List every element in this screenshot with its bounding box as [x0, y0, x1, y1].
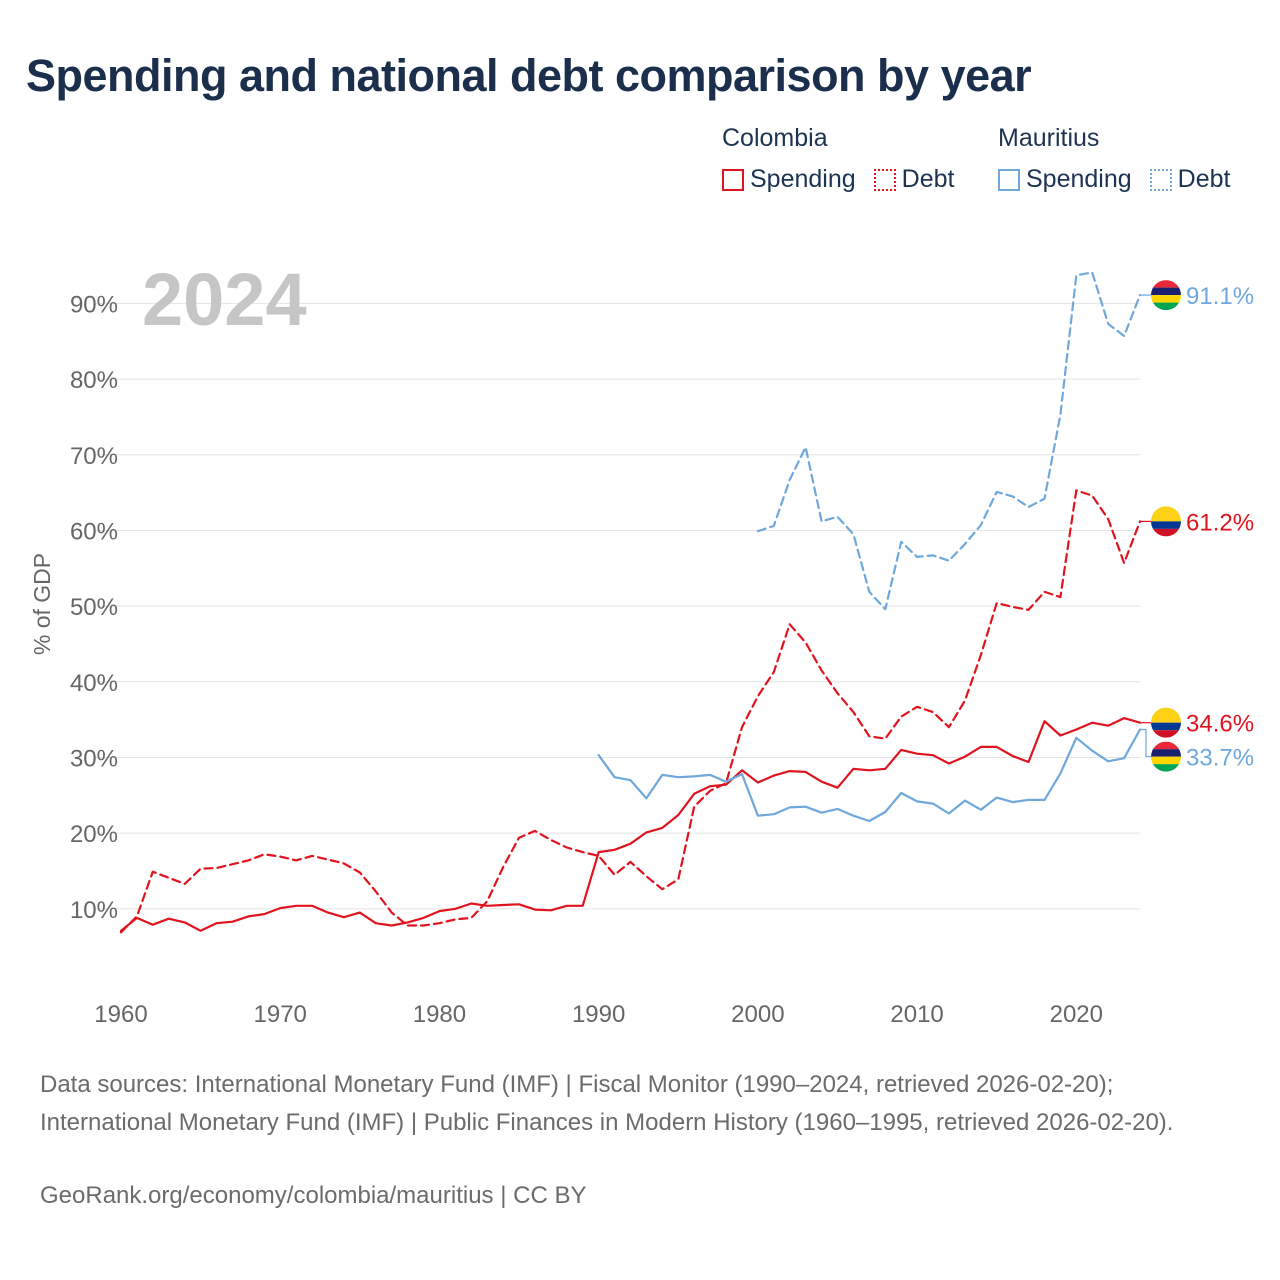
end-label-connector: [1140, 728, 1151, 758]
mauritius-flag: [1151, 741, 1181, 772]
y-tick-label: 90%: [70, 291, 118, 318]
y-tick-label: 10%: [70, 897, 118, 924]
credit-link[interactable]: GeoRank.org/economy/colombia/mauritius |…: [40, 1182, 587, 1209]
legend-item-label: Spending: [750, 165, 856, 193]
legend-colombia: Colombia Spending Debt: [722, 124, 972, 194]
legend-colombia-debt[interactable]: Debt: [873, 165, 955, 194]
x-tick-label: 1990: [572, 1001, 625, 1028]
y-tick-label: 70%: [70, 443, 118, 470]
x-tick-label: 1960: [94, 1001, 147, 1028]
series-line-colombia-debt: [119, 489, 1142, 934]
end-value-label: 33.7%: [1186, 745, 1254, 772]
x-tick-label: 2020: [1050, 1001, 1103, 1028]
legend-swatch-solid: [998, 168, 1020, 191]
source-note: Data sources: International Monetary Fun…: [40, 1071, 1174, 1136]
y-tick-label: 60%: [70, 518, 118, 545]
legend-country-label: Mauritius: [998, 124, 1100, 152]
y-tick-label: 20%: [70, 821, 118, 848]
legend-country-label: Colombia: [722, 124, 828, 152]
colombia-flag: [1151, 707, 1181, 738]
y-tick-label: 30%: [70, 745, 118, 772]
legend-swatch-dotted: [1149, 168, 1172, 191]
legend-swatch-dotted: [873, 168, 896, 191]
legend-mauritius-debt[interactable]: Debt: [1149, 165, 1231, 194]
legend-colombia-spending[interactable]: Spending: [722, 165, 856, 194]
end-value-label: 34.6%: [1186, 711, 1254, 738]
chart-title: Spending and national debt comparison by…: [26, 50, 1032, 101]
year-watermark: 2024: [142, 258, 307, 341]
legend-mauritius-spending[interactable]: Spending: [998, 165, 1132, 194]
x-tick-label: 1980: [413, 1001, 466, 1028]
x-tick-label: 2010: [890, 1001, 943, 1028]
series-line-mauritius-spending: [597, 728, 1142, 823]
legend-mauritius: Mauritius Spending Debt: [998, 124, 1230, 194]
legend-swatch-solid: [722, 168, 744, 191]
legend-item-label: Debt: [901, 165, 955, 193]
line-chart: 10% 20% 30% 40% 50% 60% 70% 80% 90% 1960 1970 1980 1…: [29, 258, 1254, 1028]
mauritius-flag: [1151, 280, 1181, 311]
legend-item-label: Debt: [1177, 165, 1231, 193]
x-tick-label: 2000: [731, 1001, 784, 1028]
end-value-label: 61.2%: [1186, 509, 1254, 536]
y-axis-label: % of GDP: [29, 553, 55, 655]
end-value-label: 91.1%: [1186, 283, 1254, 310]
y-tick-label: 50%: [70, 594, 118, 621]
series-line-mauritius-debt: [756, 271, 1142, 611]
y-tick-label: 80%: [70, 367, 118, 394]
x-tick-label: 1970: [254, 1001, 307, 1028]
colombia-flag: [1151, 506, 1181, 537]
y-tick-label: 40%: [70, 670, 118, 697]
series-line-colombia-spending: [119, 716, 1142, 932]
legend-item-label: Spending: [1026, 165, 1132, 193]
